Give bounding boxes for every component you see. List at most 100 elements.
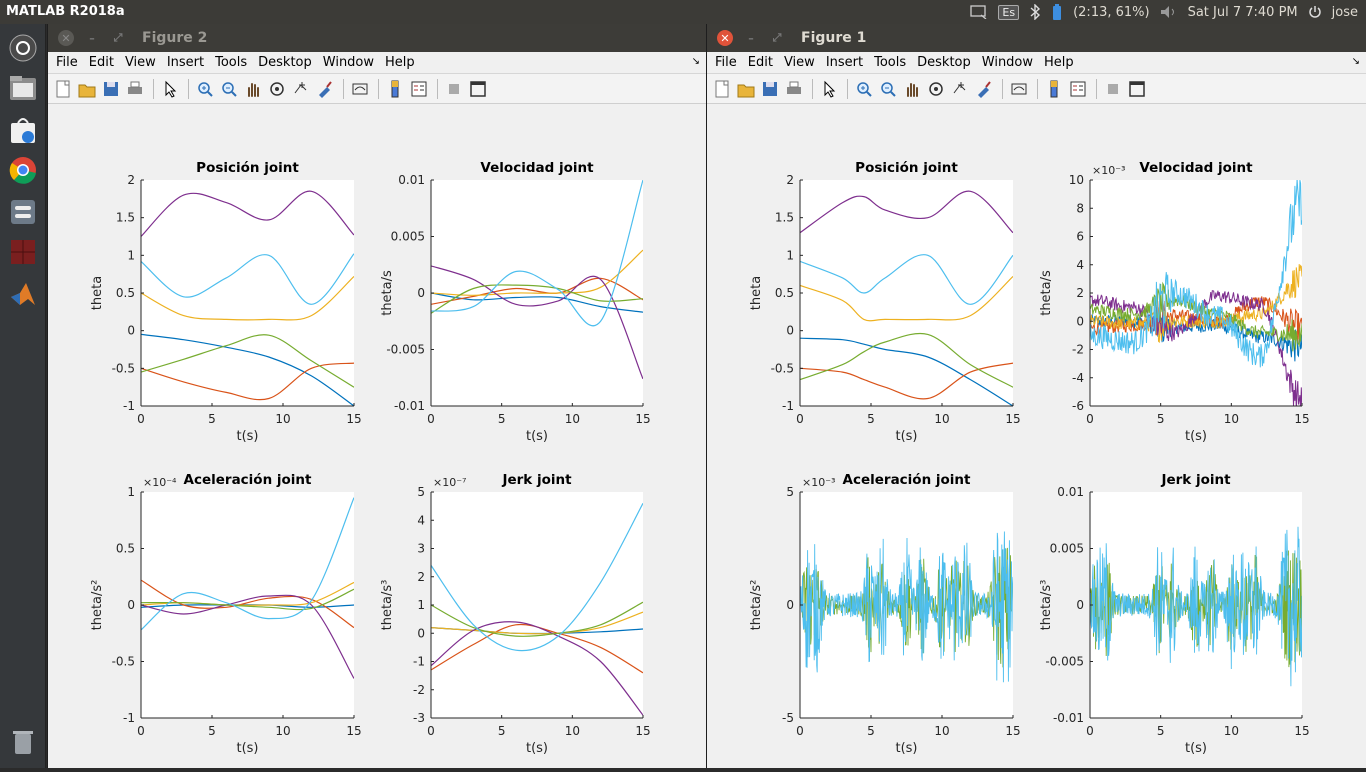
x-tick-label: 15: [635, 724, 650, 738]
y-tick-label: -0.01: [1053, 711, 1084, 725]
files-icon[interactable]: [5, 70, 41, 106]
menu-help[interactable]: Help: [385, 55, 415, 70]
y-tick-label: -0.01: [394, 399, 425, 413]
data-series-line: [431, 611, 643, 635]
menu-window[interactable]: Window: [981, 55, 1034, 70]
chrome-icon[interactable]: [5, 152, 41, 188]
hide-plot-tools-icon[interactable]: [1102, 78, 1124, 100]
save-figure-icon[interactable]: [759, 78, 781, 100]
maximize-button[interactable]: ⤢: [113, 31, 123, 44]
insert-legend-icon[interactable]: [408, 78, 430, 100]
menu-tools[interactable]: Tools: [215, 55, 248, 70]
insert-legend-icon[interactable]: [1067, 78, 1089, 100]
new-figure-icon[interactable]: [52, 78, 74, 100]
data-cursor-icon[interactable]: [290, 78, 312, 100]
insert-colorbar-icon[interactable]: [1043, 78, 1065, 100]
menu-help[interactable]: Help: [1044, 55, 1074, 70]
minimize-button[interactable]: –: [89, 31, 95, 45]
trash-icon[interactable]: [5, 724, 41, 760]
x-axis-label: t(s): [895, 741, 917, 756]
insert-colorbar-icon[interactable]: [384, 78, 406, 100]
dock-arrow-icon[interactable]: ↘: [691, 56, 700, 67]
close-button[interactable]: ✕: [58, 30, 74, 46]
dock-arrow-icon[interactable]: ↘: [1351, 56, 1360, 67]
save-figure-icon[interactable]: [100, 78, 122, 100]
menu-file[interactable]: File: [56, 55, 78, 70]
y-tick-label: 0.01: [1057, 485, 1084, 499]
window-title: Figure 1: [801, 30, 867, 46]
menu-tools[interactable]: Tools: [874, 55, 907, 70]
matlab-icon[interactable]: [5, 276, 41, 312]
y-axis-label: theta/s³: [380, 580, 395, 631]
minimize-button[interactable]: –: [748, 31, 754, 45]
y-tick-label: -6: [1072, 399, 1084, 413]
power-icon[interactable]: [1308, 5, 1322, 19]
x-tick-label: 5: [208, 724, 216, 738]
print-figure-icon[interactable]: [124, 78, 146, 100]
top-panel: MATLAB R2018a Es (2:13, 61%) Sat Jul 7 7…: [0, 0, 1366, 24]
figure-2-titlebar[interactable]: ✕ – ⤢ Figure 2: [48, 24, 706, 52]
toolbar-separator: [378, 78, 379, 99]
user-name[interactable]: jose: [1331, 4, 1358, 20]
toolbar-separator: [343, 78, 344, 99]
print-figure-icon[interactable]: [783, 78, 805, 100]
bluetooth-icon[interactable]: [1029, 4, 1041, 20]
menu-window[interactable]: Window: [322, 55, 375, 70]
workspace-switcher-icon[interactable]: [5, 234, 41, 270]
maximize-button[interactable]: ⤢: [772, 31, 782, 44]
software-center-icon[interactable]: [5, 112, 41, 148]
toolbar-separator: [153, 78, 154, 99]
zoom-out-icon[interactable]: [218, 78, 240, 100]
menu-view[interactable]: View: [783, 55, 815, 70]
link-plot-icon[interactable]: [349, 78, 371, 100]
pan-icon[interactable]: [242, 78, 264, 100]
menu-edit[interactable]: Edit: [747, 55, 773, 70]
zoom-in-icon[interactable]: [194, 78, 216, 100]
ubuntu-dash-icon[interactable]: [5, 30, 41, 66]
screen-icon[interactable]: [970, 5, 988, 19]
edit-plot-icon[interactable]: [818, 78, 840, 100]
y-tick-label: 5: [417, 485, 425, 499]
brush-icon[interactable]: [973, 78, 995, 100]
y-tick-label: 0.5: [775, 286, 794, 300]
edit-plot-icon[interactable]: [159, 78, 181, 100]
brush-icon[interactable]: [314, 78, 336, 100]
link-plot-icon[interactable]: [1008, 78, 1030, 100]
hide-plot-tools-icon[interactable]: [443, 78, 465, 100]
open-file-icon[interactable]: [735, 78, 757, 100]
menu-insert[interactable]: Insert: [166, 55, 205, 70]
plot-title: Velocidad joint: [1139, 160, 1253, 176]
battery-icon[interactable]: [1051, 3, 1063, 21]
settings-icon[interactable]: [5, 194, 41, 230]
menu-insert[interactable]: Insert: [825, 55, 864, 70]
menu-desktop[interactable]: Desktop: [258, 55, 312, 70]
new-figure-icon[interactable]: [711, 78, 733, 100]
show-plot-tools-icon[interactable]: [467, 78, 489, 100]
zoom-out-icon[interactable]: [877, 78, 899, 100]
open-file-icon[interactable]: [76, 78, 98, 100]
rotate-3d-icon[interactable]: [266, 78, 288, 100]
pan-icon[interactable]: [901, 78, 923, 100]
close-button[interactable]: ✕: [717, 30, 733, 46]
x-tick-label: 0: [796, 724, 804, 738]
volume-icon[interactable]: [1160, 5, 1178, 19]
battery-status[interactable]: (2:13, 61%): [1073, 4, 1150, 20]
menu-desktop[interactable]: Desktop: [917, 55, 971, 70]
keyboard-layout-indicator[interactable]: Es: [998, 4, 1020, 20]
menu-view[interactable]: View: [124, 55, 156, 70]
data-series-line: [800, 254, 1013, 305]
clock[interactable]: Sat Jul 7 7:40 PM: [1187, 4, 1298, 20]
figure-2-window: ✕ – ⤢ Figure 2 File Edit View Insert Too…: [47, 24, 706, 768]
y-tick-label: 0.005: [391, 230, 425, 244]
rotate-3d-icon[interactable]: [925, 78, 947, 100]
data-cursor-icon[interactable]: [949, 78, 971, 100]
data-series-line: [1090, 264, 1302, 344]
figure-1-titlebar[interactable]: ✕ – ⤢ Figure 1: [707, 24, 1366, 52]
zoom-in-icon[interactable]: [853, 78, 875, 100]
show-plot-tools-icon[interactable]: [1126, 78, 1148, 100]
menu-edit[interactable]: Edit: [88, 55, 114, 70]
y-tick-label: 0: [786, 324, 794, 338]
menu-file[interactable]: File: [715, 55, 737, 70]
